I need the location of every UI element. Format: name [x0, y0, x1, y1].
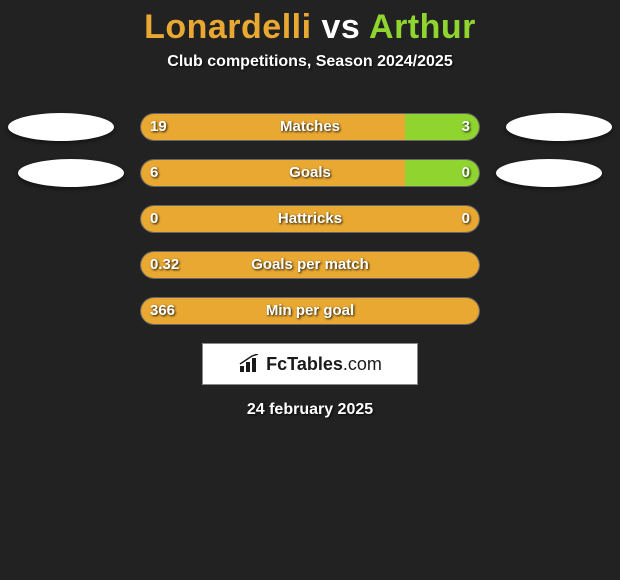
stat-label: Hattricks	[140, 205, 480, 233]
subtitle: Club competitions, Season 2024/2025	[0, 53, 620, 71]
logo-main: Tables	[287, 354, 343, 374]
page-title: Lonardelli vs Arthur	[0, 0, 620, 47]
logo-suffix: .com	[343, 354, 382, 374]
stat-row: 00Hattricks	[0, 205, 620, 233]
stat-row: 193Matches	[0, 113, 620, 141]
player-oval-left	[18, 159, 124, 187]
stat-row: 366Min per goal	[0, 297, 620, 325]
logo-prefix: Fc	[266, 354, 287, 374]
title-player1: Lonardelli	[144, 8, 311, 46]
logo-text: FcTables.com	[266, 354, 382, 375]
comparison-card: Lonardelli vs Arthur Club competitions, …	[0, 0, 620, 450]
player-oval-right	[506, 113, 612, 141]
date-label: 24 february 2025	[0, 401, 620, 419]
stat-row: 60Goals	[0, 159, 620, 187]
title-vs: vs	[322, 8, 361, 46]
stat-label: Min per goal	[140, 297, 480, 325]
logo-inner: FcTables.com	[238, 354, 382, 375]
stat-label: Goals	[140, 159, 480, 187]
player-oval-left	[8, 113, 114, 141]
stat-label: Goals per match	[140, 251, 480, 279]
stat-rows: 193Matches 60Goals 00Hattricks 0.32Goals pe…	[0, 113, 620, 325]
player-oval-right	[496, 159, 602, 187]
stat-label: Matches	[140, 113, 480, 141]
stat-row: 0.32Goals per match	[0, 251, 620, 279]
title-player2: Arthur	[369, 8, 476, 46]
brand-logo[interactable]: FcTables.com	[202, 343, 418, 385]
bar-chart-icon	[238, 354, 262, 374]
